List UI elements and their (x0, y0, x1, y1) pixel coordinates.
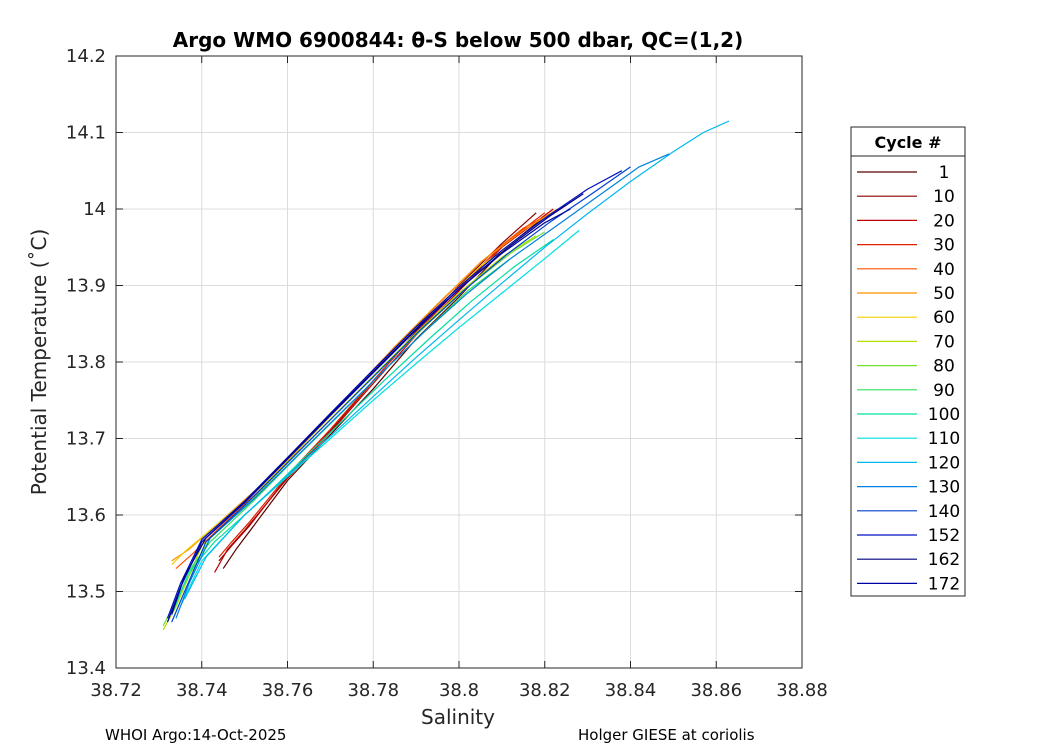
y-tick-label: 13.5 (66, 582, 106, 603)
chart-title: Argo WMO 6900844: θ-S below 500 dbar, QC… (173, 28, 743, 52)
footer-source-date: WHOI Argo:14-Oct-2025 (105, 726, 287, 744)
legend-label: 130 (928, 478, 960, 498)
x-axis-label: Salinity (421, 705, 495, 729)
legend-label: 90 (933, 381, 955, 401)
legend-label: 152 (928, 526, 960, 546)
x-tick-label: 38.72 (90, 680, 142, 701)
y-tick-label: 13.9 (66, 276, 106, 297)
series-layer (162, 120, 730, 631)
x-tick-label: 38.88 (776, 680, 828, 701)
legend-label: 100 (928, 405, 960, 425)
y-tick-label: 13.6 (66, 505, 106, 526)
legend-label: 110 (928, 429, 960, 449)
series-line-cycle-80 (162, 231, 546, 627)
legend-label: 70 (933, 332, 955, 352)
legend-label: 172 (928, 574, 960, 594)
legend: Cycle # 11020304050607080901001101201301… (850, 126, 966, 597)
grid-lines (115, 55, 803, 669)
legend-label: 10 (933, 187, 955, 207)
series-line-cycle-100 (171, 239, 554, 615)
legend-label: 50 (933, 284, 955, 304)
series-line-cycle-110 (179, 229, 580, 608)
series-line-cycle-172 (166, 208, 571, 623)
footer-credit: Holger GIESE at coriolis (578, 726, 755, 744)
y-tick-label: 13.4 (66, 658, 106, 679)
legend-label: 60 (933, 308, 955, 328)
x-tick-label: 38.86 (690, 680, 742, 701)
series-line-cycle-10 (218, 212, 537, 562)
legend-label: 40 (933, 260, 955, 280)
series-line-cycle-152 (166, 170, 623, 619)
legend-label: 1 (939, 163, 950, 183)
x-tick-label: 38.82 (519, 680, 571, 701)
legend-label: 140 (928, 502, 960, 522)
legend-items: 1102030405060708090100110120130140152162… (857, 163, 960, 594)
y-tick-label: 13.8 (66, 352, 106, 373)
y-tick-label: 14.1 (66, 123, 106, 144)
y-tick-label: 14.2 (66, 46, 106, 67)
series-line-cycle-162 (171, 193, 584, 615)
axis-ticks: 38.72 38.74 38.76 38.78 38.8 38.82 38.84 38.86 3… (66, 46, 828, 701)
x-tick-label: 38.74 (176, 680, 228, 701)
x-tick-label: 38.78 (347, 680, 399, 701)
legend-label: 162 (928, 550, 960, 570)
legend-box (850, 126, 966, 597)
series-line-cycle-130 (175, 153, 670, 619)
x-tick-label: 38.8 (439, 680, 479, 701)
series-line-cycle-120 (184, 120, 730, 600)
legend-title: Cycle # (875, 133, 942, 152)
y-tick-label: 13.7 (66, 429, 106, 450)
series-line-cycle-70 (162, 235, 537, 631)
legend-label: 120 (928, 453, 960, 473)
series-line-cycle-140 (171, 166, 631, 623)
legend-label: 30 (933, 236, 955, 256)
y-axis-label: Potential Temperature (˚C) (27, 229, 51, 496)
y-tick-label: 14 (83, 199, 106, 220)
legend-label: 20 (933, 211, 955, 231)
x-tick-label: 38.84 (605, 680, 657, 701)
x-tick-label: 38.76 (262, 680, 314, 701)
legend-label: 80 (933, 357, 955, 377)
